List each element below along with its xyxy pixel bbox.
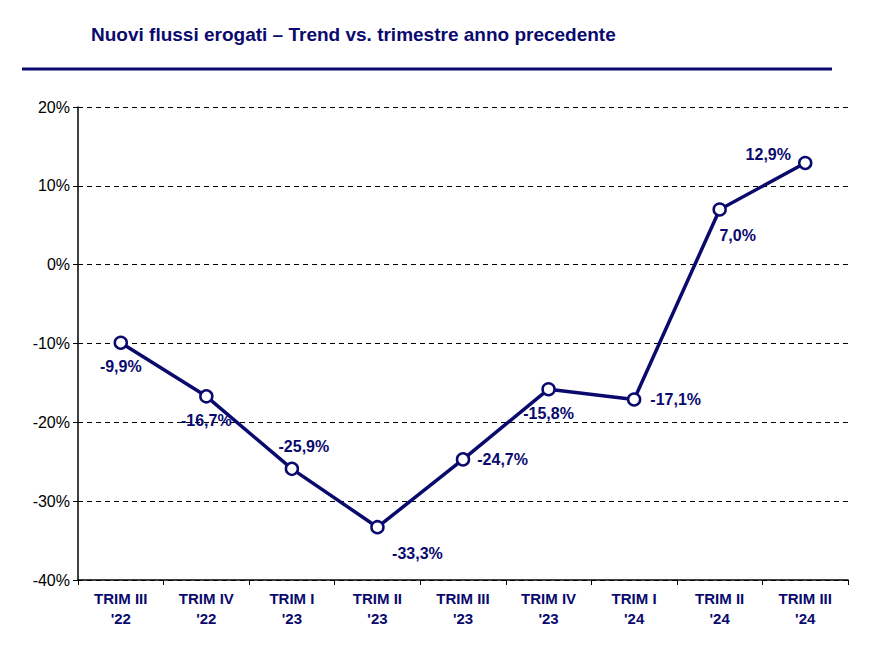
svg-text:-30%: -30%: [33, 493, 70, 510]
svg-text:'24: '24: [710, 610, 731, 627]
svg-text:-9,9%: -9,9%: [100, 358, 142, 375]
svg-text:-25,9%: -25,9%: [279, 438, 330, 455]
svg-text:20%: 20%: [38, 99, 70, 116]
svg-text:7,0%: 7,0%: [719, 227, 755, 244]
svg-text:TRIM II: TRIM II: [353, 590, 402, 607]
svg-text:-15,8%: -15,8%: [523, 405, 574, 422]
svg-text:'23: '23: [282, 610, 302, 627]
svg-text:'23: '23: [453, 610, 473, 627]
svg-text:TRIM III: TRIM III: [94, 590, 147, 607]
svg-text:-16,7%: -16,7%: [181, 412, 232, 429]
svg-text:-24,7%: -24,7%: [477, 451, 528, 468]
svg-text:-20%: -20%: [33, 414, 70, 431]
svg-text:TRIM III: TRIM III: [436, 590, 489, 607]
svg-text:'23: '23: [367, 610, 387, 627]
svg-text:Nuovi flussi erogati – Trend v: Nuovi flussi erogati – Trend vs. trimest…: [91, 24, 616, 45]
svg-text:'24: '24: [795, 610, 816, 627]
svg-text:TRIM II: TRIM II: [695, 590, 744, 607]
svg-text:TRIM IV: TRIM IV: [521, 590, 576, 607]
svg-text:10%: 10%: [38, 177, 70, 194]
svg-text:12,9%: 12,9%: [746, 146, 791, 163]
svg-text:'24: '24: [624, 610, 645, 627]
svg-text:-33,3%: -33,3%: [392, 545, 443, 562]
svg-text:'22: '22: [111, 610, 131, 627]
svg-text:TRIM I: TRIM I: [269, 590, 314, 607]
svg-text:-40%: -40%: [33, 572, 70, 589]
svg-text:TRIM I: TRIM I: [612, 590, 657, 607]
svg-text:TRIM III: TRIM III: [779, 590, 832, 607]
svg-text:'23: '23: [538, 610, 558, 627]
svg-text:'22: '22: [196, 610, 216, 627]
svg-text:0%: 0%: [47, 256, 70, 273]
svg-text:TRIM IV: TRIM IV: [179, 590, 234, 607]
svg-text:-17,1%: -17,1%: [650, 391, 701, 408]
svg-text:-10%: -10%: [33, 335, 70, 352]
